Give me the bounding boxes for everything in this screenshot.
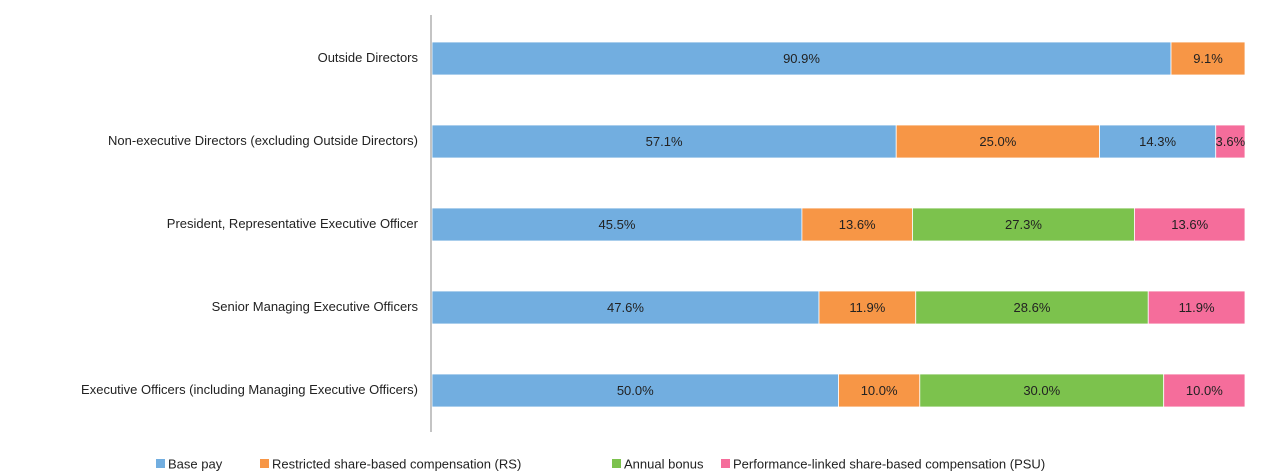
value-label: 9.1% [1193, 51, 1223, 66]
category-label: President, Representative Executive Offi… [167, 216, 419, 231]
value-label: 90.9% [783, 51, 820, 66]
legend-label: Annual bonus [624, 456, 704, 471]
value-label: 27.3% [1005, 217, 1042, 232]
legend-swatch [156, 459, 165, 468]
bar-segment [431, 41, 1172, 76]
value-label: 50.0% [617, 383, 654, 398]
value-label: 13.6% [1171, 217, 1208, 232]
bar-segment [431, 207, 803, 242]
value-label: 30.0% [1023, 383, 1060, 398]
bar-segment [915, 290, 1149, 325]
category-label: Senior Managing Executive Officers [212, 299, 419, 314]
category-label: Outside Directors [318, 50, 419, 65]
value-label: 14.3% [1139, 134, 1176, 149]
bar-segment [1215, 124, 1246, 159]
bar-segment [801, 207, 913, 242]
value-label: 10.0% [861, 383, 898, 398]
category-label: Non-executive Directors (excluding Outsi… [108, 133, 418, 148]
value-label: 13.6% [839, 217, 876, 232]
bar-segment [919, 373, 1165, 408]
value-label: 28.6% [1014, 300, 1051, 315]
bar-segment [838, 373, 921, 408]
bar-segment [1147, 290, 1246, 325]
legend-label: Restricted share-based compensation (RS) [272, 456, 521, 471]
legend-swatch [260, 459, 269, 468]
bar-segment [912, 207, 1135, 242]
bar-segment [431, 124, 897, 159]
value-label: 10.0% [1186, 383, 1223, 398]
value-label: 47.6% [607, 300, 644, 315]
value-label: 11.9% [849, 300, 885, 315]
category-label: Executive Officers (including Managing E… [81, 382, 418, 397]
bar-segment [1163, 373, 1246, 408]
legend-label: Base pay [168, 456, 223, 471]
bar-segment [895, 124, 1100, 159]
legend-swatch [612, 459, 621, 468]
bar-segment [1134, 207, 1246, 242]
legend-swatch [721, 459, 730, 468]
bar-segment [1170, 41, 1246, 76]
bar-segment [1099, 124, 1217, 159]
bar-segment [818, 290, 917, 325]
value-label: 11.9% [1179, 300, 1215, 315]
value-label: 57.1% [646, 134, 683, 149]
value-label: 45.5% [599, 217, 636, 232]
value-label: 3.6% [1216, 134, 1246, 149]
value-label: 25.0% [979, 134, 1016, 149]
legend-label: Performance-linked share-based compensat… [733, 456, 1045, 471]
